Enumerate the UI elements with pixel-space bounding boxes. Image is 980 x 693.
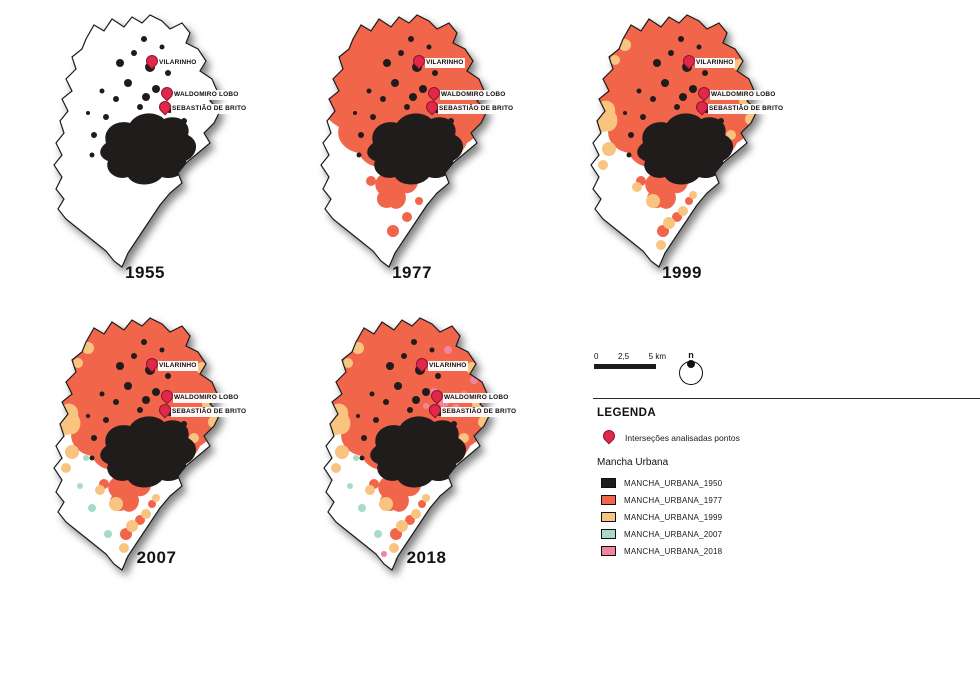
color-swatch-1977 [601, 495, 616, 505]
map-pin-icon [600, 427, 618, 445]
map-1955-svg [53, 14, 221, 268]
legend-item-label: MANCHA_URBANA_1977 [624, 495, 723, 505]
north-dot [687, 360, 695, 368]
north-label: n [688, 350, 694, 360]
pin-label-waldomiro-lobo: WALDOMIRO LOBO [710, 90, 777, 100]
legend-item-label: MANCHA_URBANA_2018 [624, 546, 723, 556]
pin-label-vilarinho: VILARINHO [695, 58, 735, 68]
pin-label-vilarinho: VILARINHO [425, 58, 465, 68]
map-panel-2018: VILARINHO WALDOMIRO LOBO SEBASTIÃO DE BR… [298, 308, 528, 598]
pin-label-waldomiro-lobo: WALDOMIRO LOBO [173, 393, 240, 403]
legend-item: MANCHA_URBANA_1950 [601, 478, 980, 488]
scale-zero: 0 [594, 352, 599, 361]
legend-group-title: Mancha Urbana [597, 457, 669, 468]
legend-item: MANCHA_URBANA_1977 [601, 495, 980, 505]
map-panel-2007: VILARINHO WALDOMIRO LOBO SEBASTIÃO DE BR… [28, 308, 258, 598]
scale-bar: 0 2,5 5 km [594, 352, 666, 369]
legend-divider [593, 398, 980, 399]
legend-title: LEGENDA [597, 407, 657, 419]
pin-label-waldomiro-lobo: WALDOMIRO LOBO [173, 90, 240, 100]
scale-bar-rule [594, 364, 656, 369]
color-swatch-1999 [601, 512, 616, 522]
map-year-label: 2018 [406, 548, 447, 567]
pin-label-waldomiro-lobo: WALDOMIRO LOBO [440, 90, 507, 100]
legend-item-label: MANCHA_URBANA_1999 [624, 512, 723, 522]
pin-label-waldomiro-lobo: WALDOMIRO LOBO [443, 393, 510, 403]
scale-end: 5 km [648, 352, 666, 361]
map-panel-1977: VILARINHO WALDOMIRO LOBO SEBASTIÃO DE BR… [295, 5, 525, 295]
legend-item: MANCHA_URBANA_2007 [601, 529, 980, 539]
scale-mid: 2,5 [617, 352, 630, 361]
north-arrow: n [676, 350, 706, 385]
legend-item: MANCHA_URBANA_2018 [601, 546, 980, 556]
map-panel-1955: VILARINHO WALDOMIRO LOBO SEBASTIÃO DE BR… [28, 5, 258, 295]
pin-label-sebastiao-de-brito: SEBASTIÃO DE BRITO [171, 407, 248, 417]
pin-label-vilarinho: VILARINHO [428, 361, 468, 371]
map-year-label: 1977 [392, 263, 432, 282]
scale-bar-numbers: 0 2,5 5 km [594, 352, 666, 361]
map-year-label: 1955 [125, 263, 165, 282]
legend-item: MANCHA_URBANA_1999 [601, 512, 980, 522]
color-swatch-2007 [601, 529, 616, 539]
pin-label-vilarinho: VILARINHO [158, 361, 198, 371]
pin-label-sebastiao-de-brito: SEBASTIÃO DE BRITO [441, 407, 518, 417]
legend-points-label: Interseções analisadas pontos [625, 433, 740, 443]
pin-label-sebastiao-de-brito: SEBASTIÃO DE BRITO [708, 104, 785, 114]
map-year-label: 2007 [136, 548, 177, 567]
legend-points-row: Interseções analisadas pontos [600, 427, 980, 445]
map-1977-svg [320, 14, 488, 268]
legend-items: MANCHA_URBANA_1950 MANCHA_URBANA_1977 MA… [601, 478, 980, 556]
legend-item-label: MANCHA_URBANA_1950 [624, 478, 723, 488]
pin-label-vilarinho: VILARINHO [158, 58, 198, 68]
north-arrow-icon [679, 360, 703, 385]
legend-item-label: MANCHA_URBANA_2007 [624, 529, 723, 539]
color-swatch-2018 [601, 546, 616, 556]
map-panel-1999: VILARINHO WALDOMIRO LOBO SEBASTIÃO DE BR… [565, 5, 795, 295]
legend: LEGENDA Interseções analisadas pontos Ma… [593, 398, 980, 563]
map-year-label: 1999 [662, 263, 702, 282]
map-1999-svg [590, 14, 758, 268]
pin-label-sebastiao-de-brito: SEBASTIÃO DE BRITO [438, 104, 515, 114]
pin-label-sebastiao-de-brito: SEBASTIÃO DE BRITO [171, 104, 248, 114]
color-swatch-1950 [601, 478, 616, 488]
